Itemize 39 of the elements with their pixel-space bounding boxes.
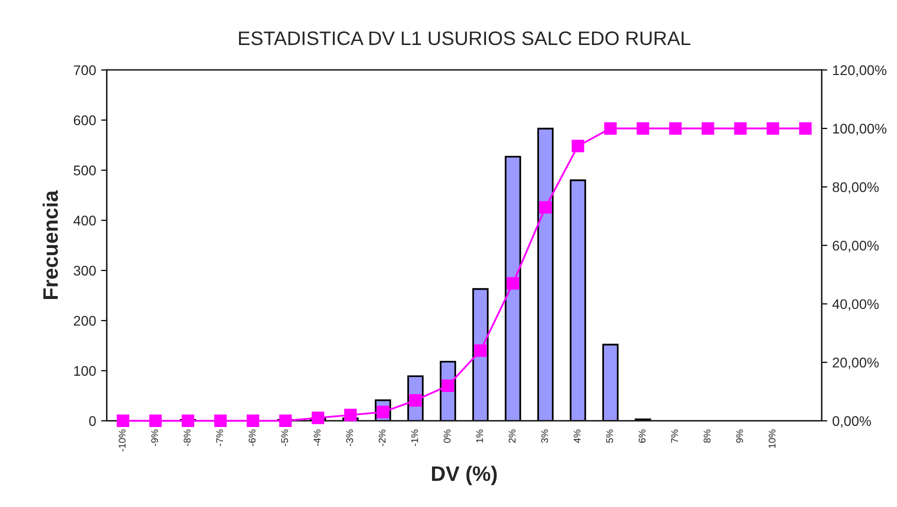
y-tick-label: 300 <box>74 266 96 276</box>
y2-tick-label: 80,00% <box>832 182 879 194</box>
y2-tick-label: 40,00% <box>832 299 879 311</box>
y-tick-label: 700 <box>74 65 96 76</box>
x-tick-label: 8% <box>704 429 711 443</box>
x-tick-label: 9% <box>736 429 744 443</box>
y2-tick-label: 0,00% <box>832 416 871 428</box>
x-tick-label: 0% <box>444 429 451 443</box>
x-tick-label: 7% <box>671 429 678 443</box>
y2-tick-label: 120,00% <box>833 65 886 77</box>
x-tick-label: 5% <box>606 429 614 443</box>
x-tick-label: -4% <box>314 429 321 446</box>
y-tick-label: 200 <box>74 316 96 326</box>
x-tick-label: 6% <box>638 429 646 443</box>
x-tick-label: 10% <box>768 429 776 448</box>
x-tick-label: 3% <box>541 429 548 443</box>
x-tick-label: 2% <box>508 429 516 443</box>
chart-title: ESTADISTICA DV L1 USURIOS SALC EDO RURAL <box>239 31 690 46</box>
y-axis-title: Frecuencia <box>42 190 58 299</box>
y-tick-label: 100 <box>74 366 96 376</box>
x-tick-label: -6% <box>248 429 256 446</box>
x-tick-label: -8% <box>184 429 191 446</box>
y-tick-label: 400 <box>73 216 96 226</box>
y-tick-label: 0 <box>89 416 96 426</box>
x-axis-title: DV (%) <box>432 466 497 486</box>
x-tick-label: -9% <box>151 429 158 446</box>
x-tick-label: 4% <box>574 429 581 443</box>
x-tick-label: -3% <box>346 429 354 446</box>
y-tick-label: 600 <box>74 115 96 126</box>
x-tick-label: -2% <box>378 429 386 446</box>
y2-tick-label: 60,00% <box>832 240 879 252</box>
y2-tick-label: 20,00% <box>832 358 879 370</box>
y-tick-label: 500 <box>74 166 96 176</box>
y2-tick-label: 100,00% <box>833 124 886 136</box>
x-tick-label: -7% <box>216 429 224 446</box>
x-tick-label: -1% <box>411 429 418 446</box>
x-tick-label: -5% <box>281 429 288 446</box>
x-tick-label: -10% <box>118 429 126 452</box>
x-tick-label: 1% <box>476 429 484 442</box>
